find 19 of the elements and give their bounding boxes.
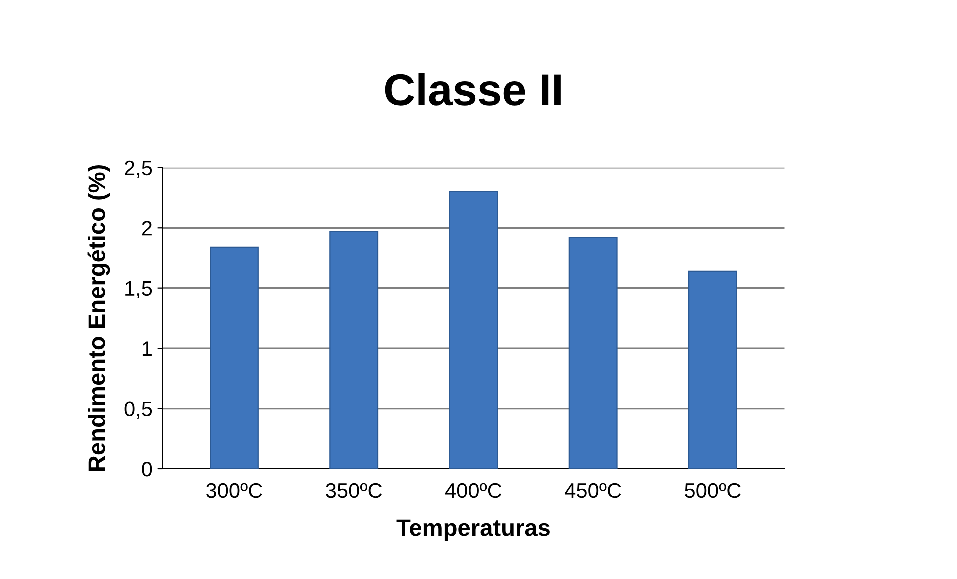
x-axis-title: Temperaturas	[396, 520, 550, 541]
x-tick-label: 350ºC	[326, 483, 382, 498]
x-tick-label: 400ºC	[445, 483, 502, 498]
y-tick-label: 1	[142, 342, 152, 356]
bar	[568, 237, 618, 469]
chart-title: Classe II	[385, 73, 561, 106]
x-tick-label: 450ºC	[565, 483, 622, 498]
bar	[210, 246, 259, 469]
x-tick-label: 500ºC	[685, 483, 741, 498]
bar	[330, 231, 379, 469]
y-axis-title: Rendimento Energético (%)	[88, 165, 110, 472]
bar	[688, 270, 738, 469]
bar	[449, 191, 498, 469]
x-tick-label: 300ºC	[206, 483, 262, 498]
y-tick-label: 0,5	[124, 402, 152, 419]
y-tick-label: 1,5	[126, 282, 152, 299]
y-tick-label: 2	[142, 221, 152, 236]
y-tick-label: 2,5	[125, 160, 152, 178]
y-tick-label: 0	[142, 462, 152, 477]
